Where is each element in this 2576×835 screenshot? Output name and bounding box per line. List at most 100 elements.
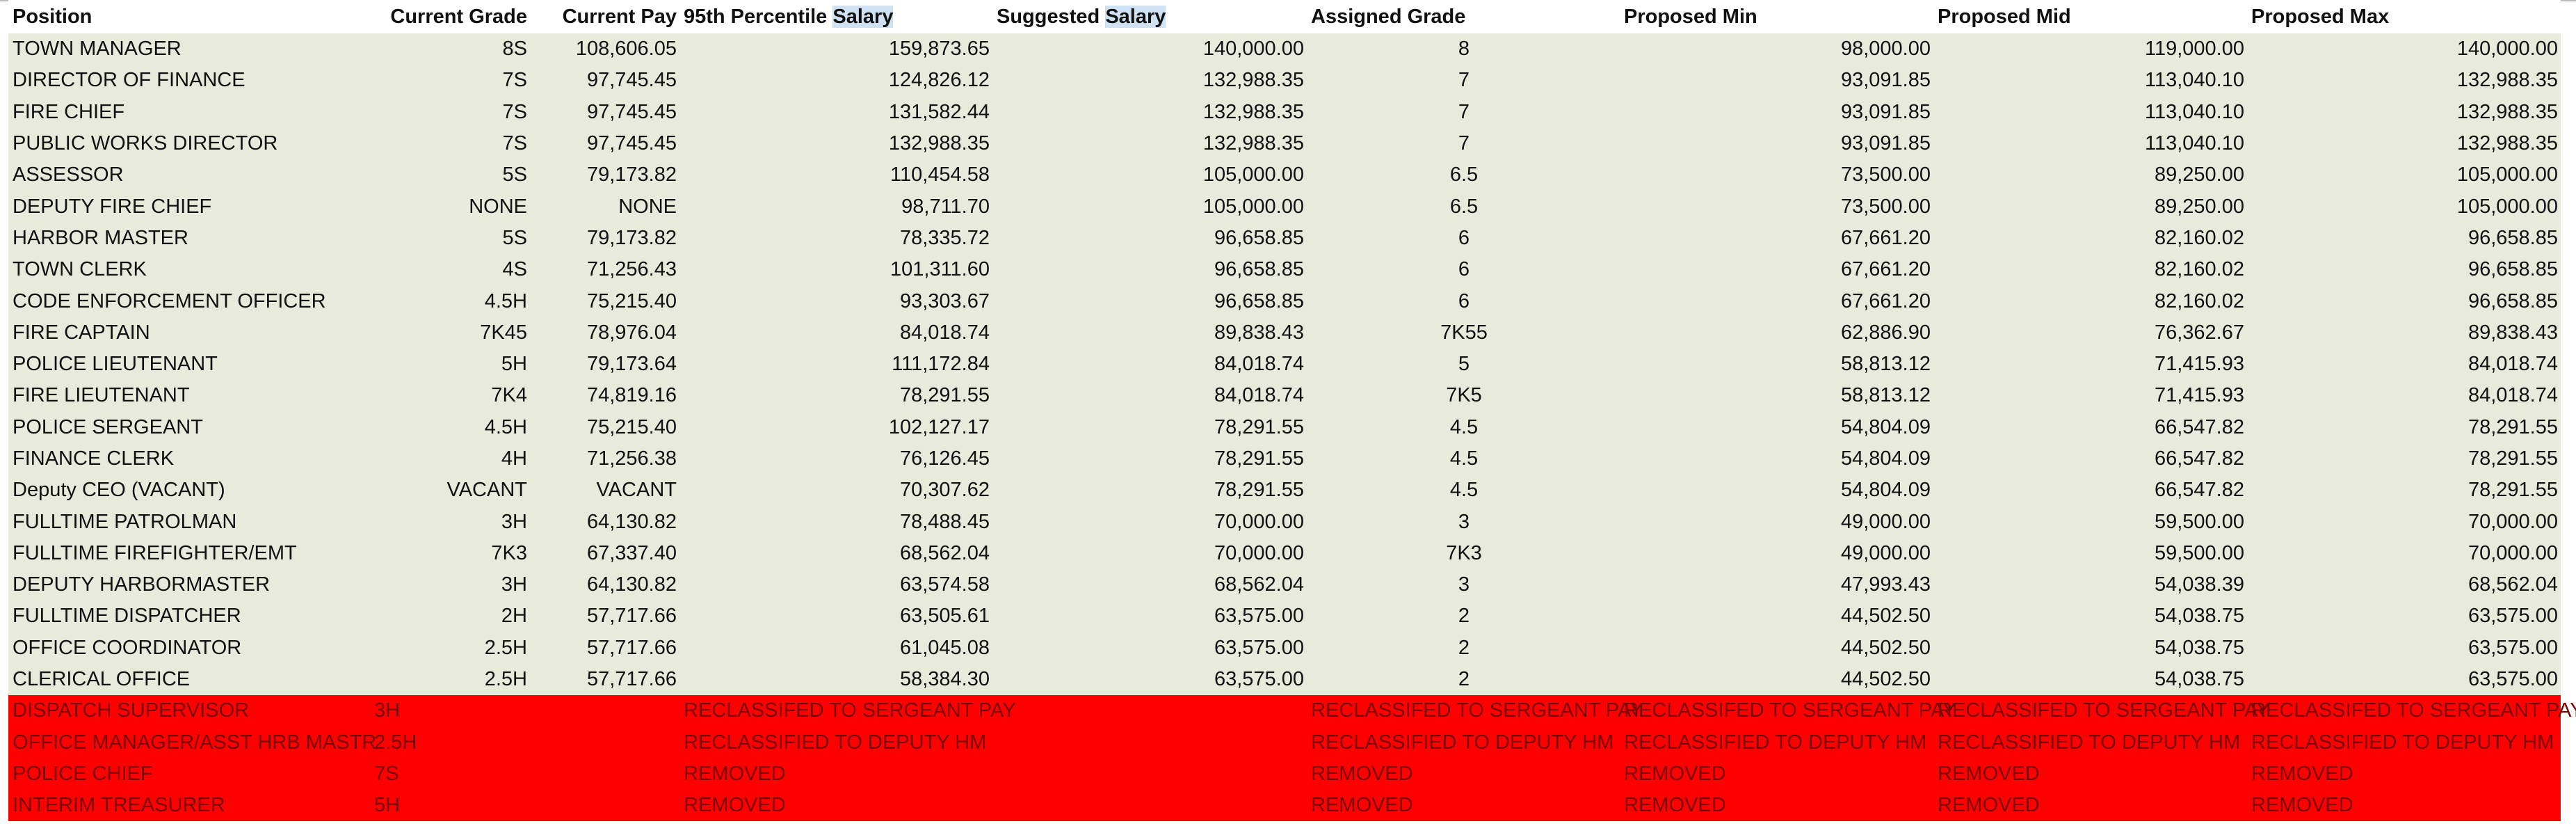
cell-position[interactable]: FULLTIME FIREFIGHTER/EMT — [8, 537, 370, 570]
cell-current-pay[interactable]: 97,745.45 — [530, 96, 679, 128]
cell-proposed-max[interactable]: REMOVED — [2247, 758, 2561, 790]
cell-proposed-mid[interactable]: RECLASSIFIED TO DEPUTY HM — [1933, 726, 2247, 758]
cell-position[interactable]: OFFICE COORDINATOR — [8, 632, 370, 664]
cell-suggested-salary[interactable] — [992, 695, 1307, 727]
cell-proposed-max[interactable]: 132,988.35 — [2247, 65, 2561, 97]
table-row[interactable]: FULLTIME DISPATCHER 2H 57,717.66 63,505.61 6… — [8, 601, 2561, 633]
cell-current-pay[interactable]: 67,337.40 — [530, 537, 679, 570]
cell-proposed-mid[interactable]: REMOVED — [1933, 758, 2247, 790]
table-row[interactable]: DEPUTY HARBORMASTER 3H 64,130.82 63,574.58 6… — [8, 569, 2561, 601]
cell-proposed-mid[interactable]: 89,250.00 — [1933, 159, 2247, 191]
cell-suggested-salary[interactable]: 132,988.35 — [992, 96, 1307, 128]
table-row[interactable]: FIRE LIEUTENANT 7K4 74,819.16 78,291.55 84,0… — [8, 380, 2561, 412]
cell-proposed-max[interactable]: 89,838.43 — [2247, 317, 2561, 349]
table-row[interactable]: PUBLIC WORKS DIRECTOR 7S 97,745.45 132,988.… — [8, 127, 2561, 160]
header-proposed-max[interactable]: Proposed Max — [2247, 0, 2561, 33]
cell-proposed-min[interactable]: 67,661.20 — [1620, 285, 1933, 317]
cell-proposed-min[interactable]: 67,661.20 — [1620, 254, 1933, 286]
table-row[interactable]: DEPUTY FIRE CHIEF NONE NONE 98,711.70 105,00… — [8, 191, 2561, 223]
cell-current-grade[interactable]: 5S — [370, 222, 530, 255]
cell-suggested-salary[interactable]: 84,018.74 — [992, 380, 1307, 412]
cell-proposed-mid[interactable]: 54,038.75 — [1933, 663, 2247, 696]
cell-assigned-grade[interactable]: 3 — [1307, 569, 1620, 601]
cell-assigned-grade[interactable]: REMOVED — [1307, 758, 1620, 790]
table-row[interactable]: FINANCE CLERK 4H 71,256.38 76,126.45 78,291.… — [8, 443, 2561, 475]
cell-position[interactable]: TOWN MANAGER — [8, 33, 370, 65]
cell-proposed-max[interactable]: 63,575.00 — [2247, 663, 2561, 696]
cell-suggested-salary[interactable]: 68,562.04 — [992, 569, 1307, 601]
cell-proposed-min[interactable]: REMOVED — [1620, 758, 1933, 790]
cell-assigned-grade[interactable]: 2 — [1307, 632, 1620, 664]
cell-suggested-salary[interactable] — [992, 726, 1307, 758]
cell-95th-percentile[interactable]: 111,172.84 — [679, 348, 992, 381]
cell-95th-percentile[interactable]: 110,454.58 — [679, 159, 992, 191]
cell-95th-percentile[interactable]: 93,303.67 — [679, 285, 992, 317]
cell-current-grade[interactable]: 7K4 — [370, 380, 530, 412]
cell-position[interactable]: DIRECTOR OF FINANCE — [8, 65, 370, 97]
cell-current-grade[interactable]: 4.5H — [370, 411, 530, 443]
cell-95th-percentile[interactable]: 132,988.35 — [679, 127, 992, 160]
cell-suggested-salary[interactable]: 78,291.55 — [992, 411, 1307, 443]
cell-proposed-max[interactable]: 84,018.74 — [2247, 348, 2561, 381]
cell-proposed-min[interactable]: 67,661.20 — [1620, 222, 1933, 255]
table-row[interactable]: OFFICE COORDINATOR 2.5H 57,717.66 61,045.08… — [8, 632, 2561, 664]
table-row[interactable]: CODE ENFORCEMENT OFFICER 4.5H 75,215.40 93,… — [8, 285, 2561, 317]
cell-suggested-salary[interactable]: 105,000.00 — [992, 159, 1307, 191]
cell-proposed-max[interactable]: RECLASSIFED TO SERGEANT PAY — [2247, 695, 2576, 727]
cell-proposed-max[interactable]: 96,658.85 — [2247, 254, 2561, 286]
cell-95th-percentile[interactable]: 61,045.08 — [679, 632, 992, 664]
cell-suggested-salary[interactable]: 105,000.00 — [992, 191, 1307, 223]
cell-current-pay[interactable]: 64,130.82 — [530, 506, 679, 538]
cell-position[interactable]: CLERICAL OFFICE — [8, 663, 370, 696]
cell-current-pay[interactable]: 78,976.04 — [530, 317, 679, 349]
cell-95th-percentile[interactable]: 76,126.45 — [679, 443, 992, 475]
cell-current-grade[interactable]: 7K45 — [370, 317, 530, 349]
cell-proposed-min[interactable]: 54,804.09 — [1620, 411, 1933, 443]
cell-proposed-mid[interactable]: RECLASSIFED TO SERGEANT PAY — [1933, 695, 2270, 727]
cell-current-grade[interactable]: 7S — [370, 127, 530, 160]
cell-proposed-min[interactable]: 44,502.50 — [1620, 632, 1933, 664]
cell-proposed-max[interactable]: 105,000.00 — [2247, 191, 2561, 223]
cell-proposed-max[interactable]: 70,000.00 — [2247, 537, 2561, 570]
cell-current-grade[interactable]: 4S — [370, 254, 530, 286]
cell-proposed-min[interactable]: 58,813.12 — [1620, 380, 1933, 412]
table-row[interactable]: DIRECTOR OF FINANCE 7S 97,745.45 124,826.12… — [8, 65, 2561, 97]
cell-assigned-grade[interactable]: 7 — [1307, 96, 1620, 128]
cell-current-pay[interactable]: 97,745.45 — [530, 65, 679, 97]
cell-current-pay[interactable] — [530, 726, 679, 758]
cell-current-pay[interactable]: 71,256.38 — [530, 443, 679, 475]
cell-current-grade[interactable]: 7S — [370, 65, 530, 97]
cell-suggested-salary[interactable]: 70,000.00 — [992, 506, 1307, 538]
cell-current-grade[interactable]: 4.5H — [370, 285, 530, 317]
cell-95th-percentile[interactable]: 58,384.30 — [679, 663, 992, 696]
table-row-removed[interactable]: INTERIM TREASURER 5H REMOVED REMOVED REMOVED… — [8, 790, 2561, 822]
cell-position[interactable]: TOWN CLERK — [8, 254, 370, 286]
cell-current-grade[interactable]: 7S — [370, 96, 530, 128]
cell-proposed-max[interactable]: RECLASSIFIED TO DEPUTY HM — [2247, 726, 2561, 758]
cell-current-pay[interactable] — [530, 758, 679, 790]
cell-position[interactable]: DEPUTY FIRE CHIEF — [8, 191, 370, 223]
cell-current-grade[interactable]: 2.5H — [370, 663, 530, 696]
cell-suggested-salary[interactable]: 84,018.74 — [992, 348, 1307, 381]
cell-suggested-salary[interactable]: 63,575.00 — [992, 601, 1307, 633]
cell-proposed-max[interactable]: 84,018.74 — [2247, 380, 2561, 412]
cell-current-pay[interactable]: 71,256.43 — [530, 254, 679, 286]
cell-proposed-mid[interactable]: 76,362.67 — [1933, 317, 2247, 349]
cell-position[interactable]: Deputy CEO (VACANT) — [8, 475, 370, 507]
cell-position[interactable]: FIRE LIEUTENANT — [8, 380, 370, 412]
table-row[interactable]: FULLTIME PATROLMAN 3H 64,130.82 78,488.45 70… — [8, 506, 2561, 538]
cell-current-grade[interactable]: 2.5H — [370, 632, 530, 664]
cell-95th-percentile[interactable]: 102,127.17 — [679, 411, 992, 443]
cell-proposed-max[interactable]: 132,988.35 — [2247, 127, 2561, 160]
cell-position[interactable]: INTERIM TREASURER — [8, 790, 370, 822]
header-95th-percentile-salary[interactable]: 95th Percentile Salary — [679, 0, 992, 33]
table-row-removed[interactable]: DISPATCH SUPERVISOR 3H RECLASSIFED TO SERG… — [8, 695, 2576, 727]
cell-proposed-mid[interactable]: 66,547.82 — [1933, 411, 2247, 443]
cell-assigned-grade[interactable]: 6.5 — [1307, 191, 1620, 223]
cell-current-grade[interactable]: VACANT — [370, 475, 530, 507]
cell-current-pay[interactable] — [530, 790, 679, 822]
cell-position[interactable]: POLICE CHIEF — [8, 758, 370, 790]
table-row[interactable]: HARBOR MASTER 5S 79,173.82 78,335.72 96,658.… — [8, 222, 2561, 255]
cell-current-grade[interactable]: 5H — [370, 790, 530, 822]
cell-proposed-min[interactable]: 62,886.90 — [1620, 317, 1933, 349]
